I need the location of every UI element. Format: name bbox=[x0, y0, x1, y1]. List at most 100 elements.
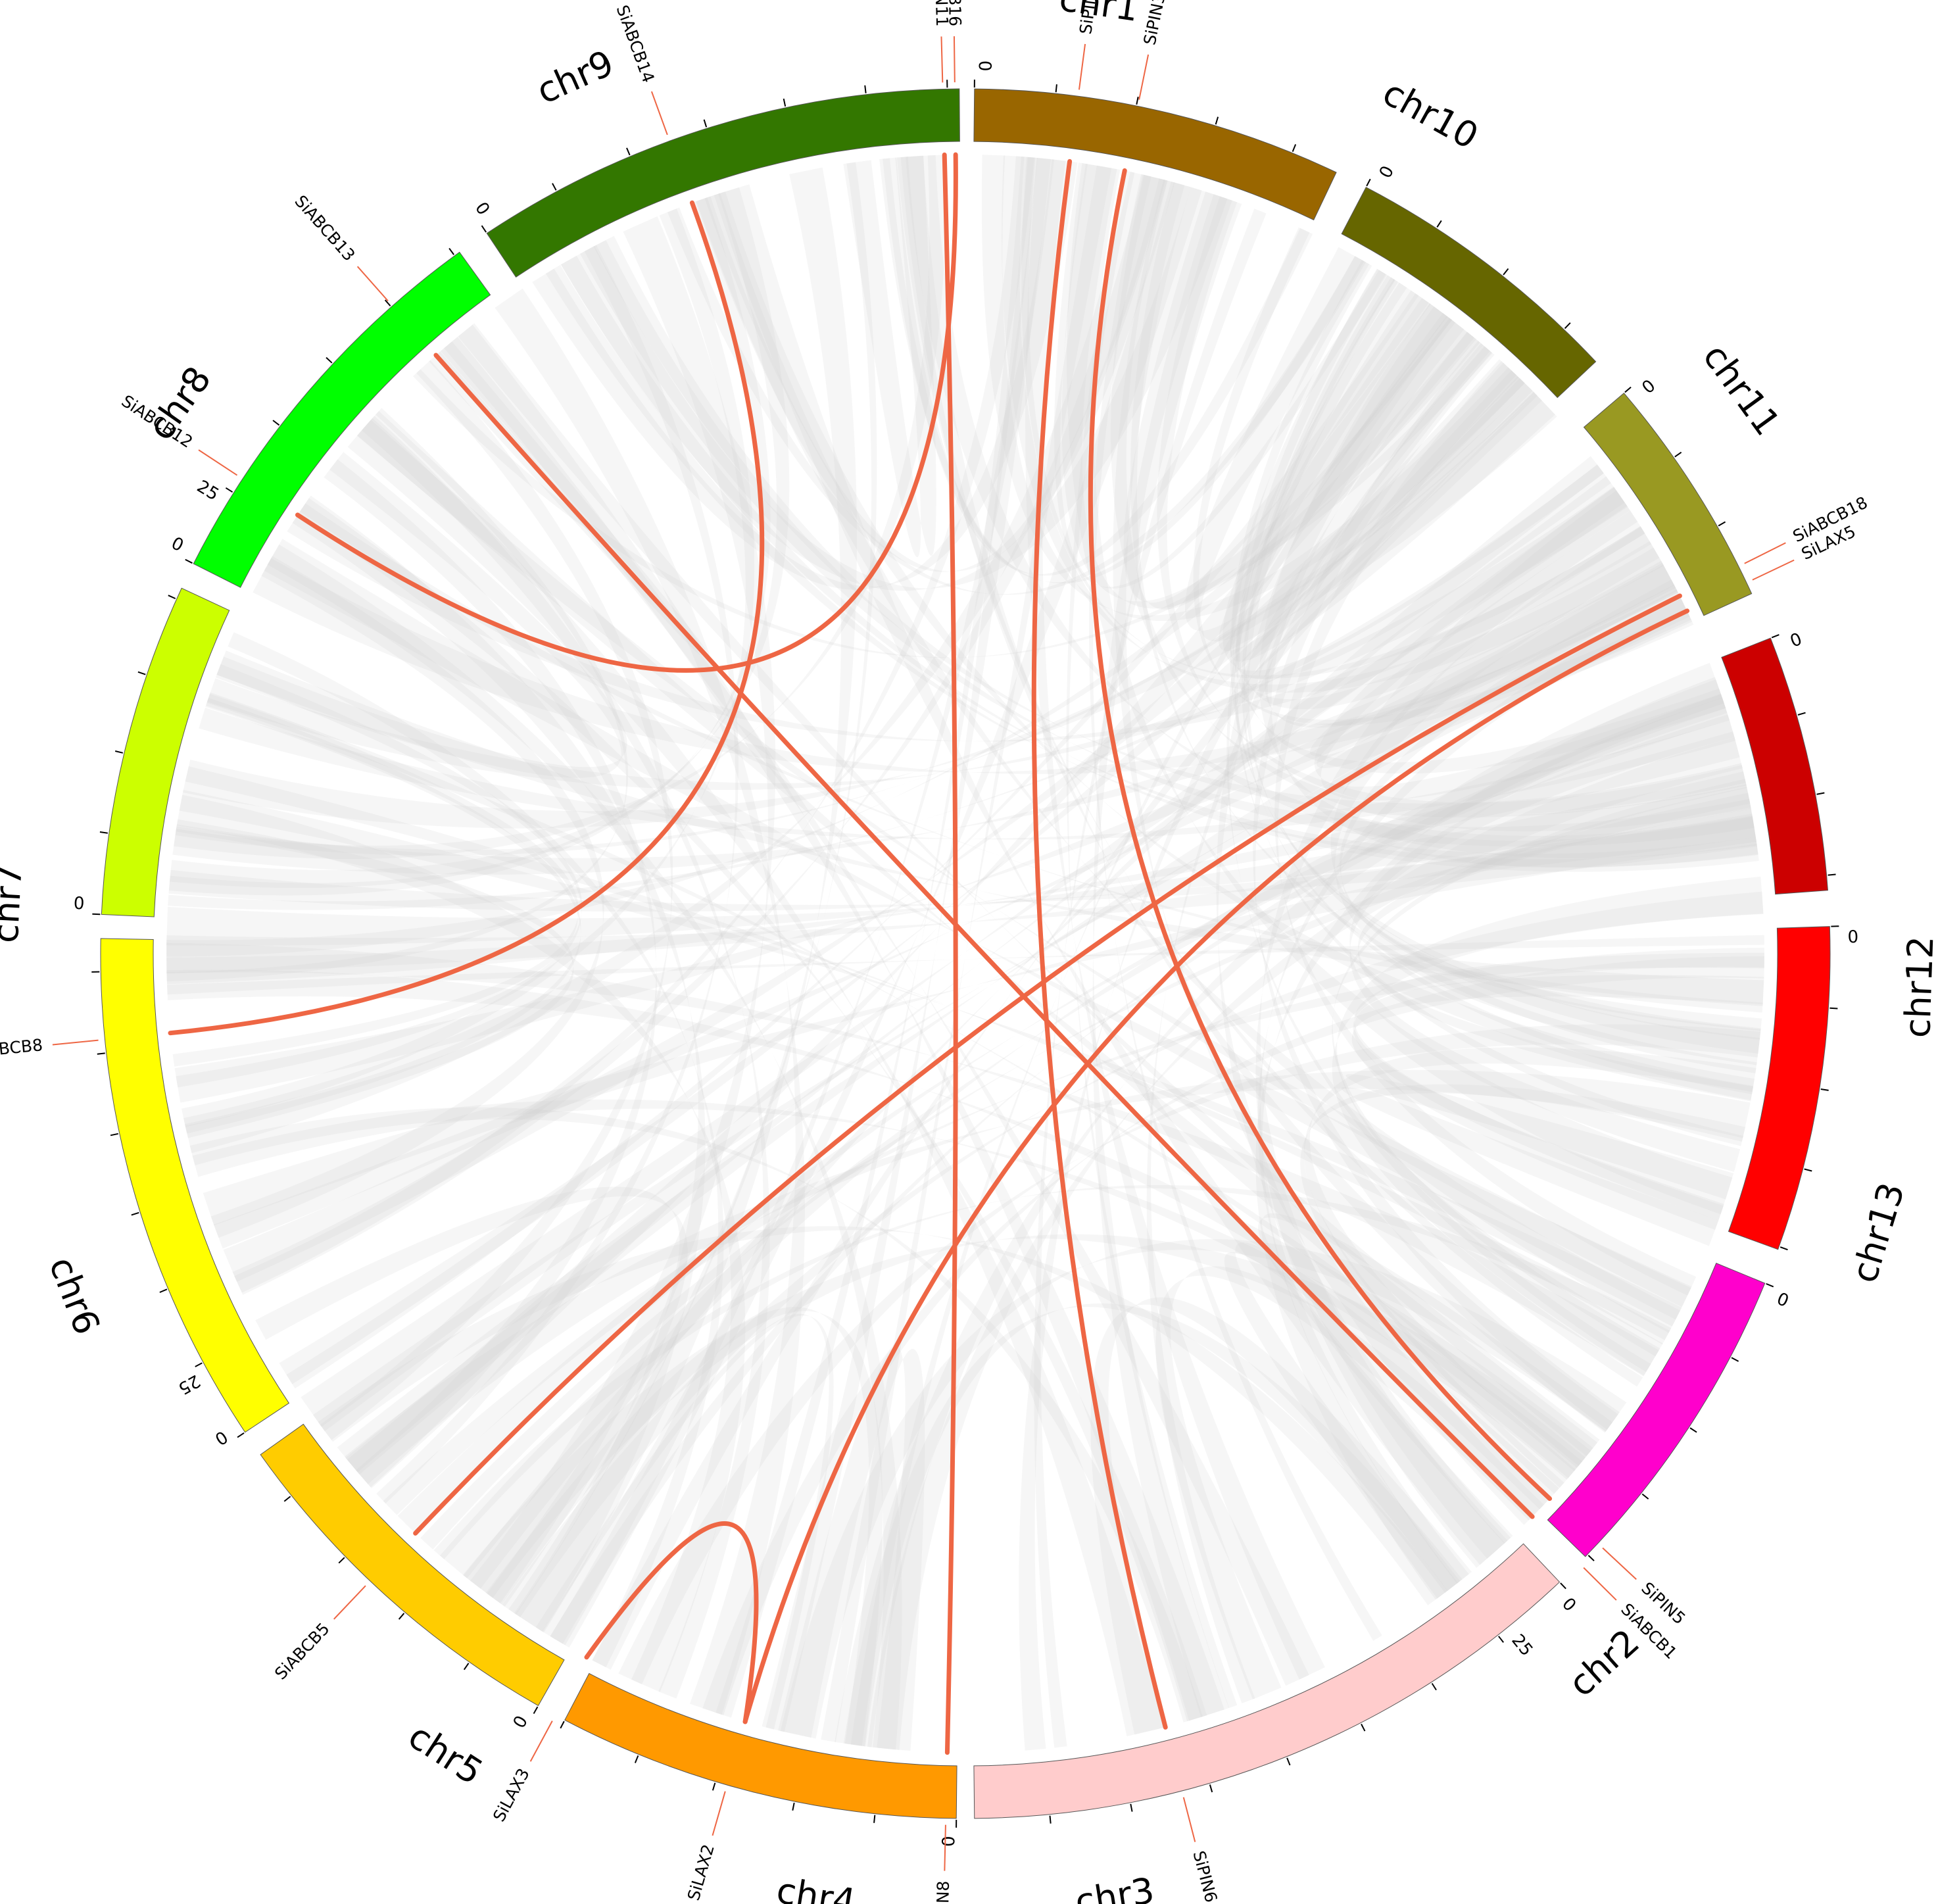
chromosome-label-chr11: chr11 bbox=[1695, 336, 1788, 443]
gene-label-SiLAX2: SiLAX2 bbox=[684, 1842, 718, 1903]
background-link bbox=[301, 476, 1628, 1427]
tick-mark bbox=[110, 1133, 118, 1136]
background-synteny-links bbox=[166, 155, 1764, 1751]
chromosome-block-chr4 bbox=[564, 1672, 957, 1819]
background-link bbox=[1232, 268, 1726, 774]
tick-mark bbox=[137, 671, 146, 675]
background-link bbox=[166, 808, 1758, 973]
chromosome-block-chr8 bbox=[193, 251, 491, 588]
highlighted-gene-pair-links bbox=[168, 152, 1690, 1755]
background-link bbox=[166, 731, 1740, 985]
background-link bbox=[867, 737, 1743, 1750]
tick-mark bbox=[131, 1211, 139, 1216]
gene-link-SiABCB13-SiABCB1 bbox=[433, 353, 1535, 1519]
background-link bbox=[1255, 490, 1638, 1568]
tick-label-mid: 25 bbox=[193, 477, 222, 505]
background-link bbox=[320, 360, 673, 1440]
tick-mark bbox=[1209, 1784, 1213, 1793]
tick-mark bbox=[159, 1288, 168, 1293]
background-link bbox=[1061, 163, 1474, 609]
gene-leader-line bbox=[333, 1585, 366, 1620]
tick-mark bbox=[237, 1432, 245, 1438]
tick-label-start: 0 bbox=[975, 61, 994, 72]
background-link bbox=[172, 560, 1676, 875]
gene-leader-line bbox=[356, 266, 389, 302]
tick-label-mid: 25 bbox=[175, 1371, 203, 1398]
tick-label-start: 0 bbox=[168, 533, 187, 556]
tick-mark bbox=[384, 299, 391, 306]
tick-mark bbox=[1366, 178, 1371, 187]
gene-leader-line bbox=[940, 36, 944, 83]
chromosome-block-chr1 bbox=[973, 88, 1337, 221]
background-link bbox=[1224, 1242, 1559, 1599]
gene-label-SiABCB5: SiABCB5 bbox=[271, 1619, 333, 1684]
chromosome-block-chr10 bbox=[1341, 186, 1597, 399]
background-link bbox=[545, 264, 1759, 872]
background-link bbox=[176, 794, 746, 1692]
tick-mark bbox=[712, 1782, 716, 1791]
background-link bbox=[1349, 714, 1741, 1172]
tick-label-mid: 25 bbox=[1507, 1630, 1536, 1660]
background-link bbox=[182, 392, 1557, 829]
background-link bbox=[347, 316, 1476, 1488]
gene-leader-line bbox=[52, 1039, 99, 1046]
background-link bbox=[413, 346, 1493, 658]
tick-mark bbox=[1292, 144, 1297, 153]
tick-label-start: 0 bbox=[73, 894, 85, 914]
background-link bbox=[541, 181, 1202, 1648]
background-link bbox=[215, 452, 627, 778]
background-link bbox=[1054, 162, 1388, 589]
gene-link-SiLAX5-SiLAX2 bbox=[742, 608, 1690, 1724]
background-link bbox=[345, 487, 1625, 1473]
chromosome-block-chr3 bbox=[973, 1543, 1561, 1819]
background-link bbox=[515, 167, 858, 1633]
background-link bbox=[324, 459, 657, 1488]
chromosome-label-chr3: chr3 bbox=[1073, 1870, 1157, 1904]
background-link bbox=[1185, 247, 1525, 642]
background-link bbox=[560, 255, 1758, 867]
tick-mark bbox=[481, 225, 487, 233]
tick-mark bbox=[1820, 1088, 1829, 1091]
background-link bbox=[1123, 191, 1453, 610]
tick-mark bbox=[326, 356, 333, 364]
chromosome-label-chr12: chr12 bbox=[1897, 935, 1938, 1038]
tick-label-start: 0 bbox=[1558, 1594, 1580, 1616]
background-link bbox=[1157, 196, 1746, 815]
gene-label-SiABCB13: SiABCB13 bbox=[291, 191, 358, 264]
tick-mark bbox=[1797, 712, 1806, 716]
background-link bbox=[1300, 1084, 1746, 1494]
gene-link-SiLAX3-SiLAX2 bbox=[584, 1521, 759, 1724]
tick-mark bbox=[1286, 1757, 1291, 1766]
chromosome-block-chr2 bbox=[1547, 1262, 1766, 1557]
gene-link-SiABCB14-SiABCB8 bbox=[168, 200, 765, 1036]
tick-label-start: 0 bbox=[937, 1836, 957, 1847]
tick-mark bbox=[783, 98, 787, 107]
gene-label-SiPIN3: SiPIN3 bbox=[1140, 0, 1169, 47]
tick-mark bbox=[1049, 1815, 1052, 1824]
chromosome-ideograms: 0 0 0 0 0 0 0 25 0 0 0 25 0 0 25 0 bbox=[73, 61, 1858, 1847]
background-link bbox=[1089, 174, 1382, 1641]
background-link bbox=[166, 935, 1764, 995]
tick-mark bbox=[1718, 521, 1726, 527]
gene-link-SiABCB12-SiABCB16 bbox=[295, 152, 958, 673]
gene-leader-line bbox=[529, 1721, 553, 1762]
chromosome-block-chr11 bbox=[1583, 393, 1753, 616]
background-link bbox=[357, 410, 1598, 1468]
tick-mark bbox=[338, 1557, 345, 1564]
tick-label-start: 0 bbox=[508, 1711, 530, 1730]
background-link bbox=[1155, 1266, 1551, 1699]
background-link bbox=[981, 155, 1525, 622]
gene-leader-line bbox=[1182, 1797, 1196, 1842]
gene-label-SiLAX3: SiLAX3 bbox=[489, 1765, 533, 1825]
background-link bbox=[1223, 282, 1611, 679]
background-link bbox=[1092, 194, 1242, 1718]
background-link bbox=[429, 341, 706, 655]
gene-link-SiPIN3-SiPIN5 bbox=[1088, 168, 1553, 1501]
background-link bbox=[267, 544, 902, 1750]
gene-leader-line bbox=[944, 1824, 946, 1871]
tick-mark bbox=[1560, 1582, 1566, 1590]
background-link bbox=[843, 1303, 1463, 1747]
chromosome-block-chr9 bbox=[486, 88, 960, 278]
tick-mark bbox=[448, 247, 454, 255]
tick-mark bbox=[1055, 84, 1057, 93]
